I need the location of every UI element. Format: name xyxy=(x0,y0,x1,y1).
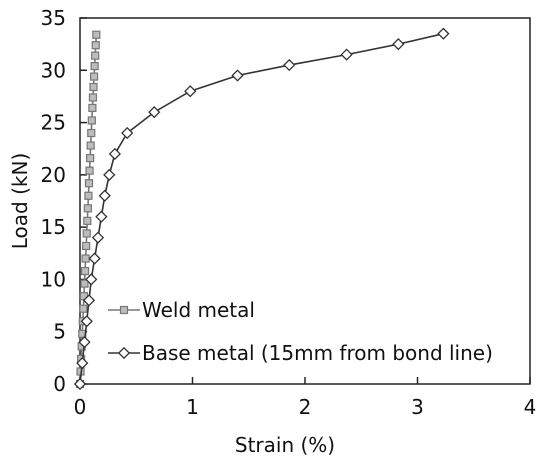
x-tick-label: 1 xyxy=(186,395,199,419)
data-point xyxy=(283,58,296,72)
data-point xyxy=(80,279,89,288)
data-point xyxy=(89,72,99,81)
data-point xyxy=(91,231,105,244)
data-point xyxy=(121,126,134,140)
data-point xyxy=(90,62,99,71)
data-point xyxy=(340,48,353,61)
data-point xyxy=(85,166,94,175)
data-point xyxy=(87,128,96,138)
data-point xyxy=(83,216,92,225)
legend-item: Base metal (15mm from bond line) xyxy=(108,341,493,365)
series-base-metal xyxy=(73,27,450,391)
data-point xyxy=(79,304,88,313)
data-point xyxy=(88,93,98,102)
x-axis-label: Strain (%) xyxy=(235,433,335,457)
data-point xyxy=(82,294,96,307)
data-point xyxy=(84,179,94,188)
data-point xyxy=(231,69,244,82)
legend-item: Weld metal xyxy=(108,298,255,322)
legend: Weld metal Base metal (15mm from bond lin… xyxy=(108,298,493,365)
data-point xyxy=(84,191,93,200)
x-tick-label: 4 xyxy=(524,395,537,419)
y-tick-label: 0 xyxy=(53,372,66,396)
data-point xyxy=(91,51,100,60)
x-tick-label: 3 xyxy=(411,395,424,419)
data-point xyxy=(87,116,96,125)
y-tick-label: 20 xyxy=(41,163,66,187)
data-point xyxy=(437,27,450,40)
data-point xyxy=(73,377,87,391)
data-point xyxy=(85,273,98,286)
data-point xyxy=(89,82,98,92)
data-point xyxy=(88,103,97,113)
data-point xyxy=(103,168,116,181)
data-point xyxy=(92,30,101,39)
data-point xyxy=(184,85,197,98)
data-point xyxy=(86,141,95,150)
data-point xyxy=(86,154,95,163)
data-point xyxy=(392,38,405,51)
data-point xyxy=(82,241,91,251)
y-tick-label: 30 xyxy=(41,58,66,82)
data-point xyxy=(95,210,108,223)
y-tick-label: 5 xyxy=(53,320,66,344)
data-point xyxy=(78,336,91,349)
y-tick-label: 35 xyxy=(41,6,66,30)
plot-frame xyxy=(79,17,531,385)
data-point xyxy=(80,315,93,328)
x-tick-label: 2 xyxy=(299,395,312,419)
data-point xyxy=(98,189,111,202)
legend-label: Weld metal xyxy=(142,298,255,322)
data-point xyxy=(82,229,91,238)
y-tick-label: 25 xyxy=(41,111,66,135)
legend-marker xyxy=(119,305,129,315)
y-tick-label: 15 xyxy=(41,215,66,239)
data-point xyxy=(91,41,100,50)
legend-label: Base metal (15mm from bond line) xyxy=(142,341,493,365)
data-point xyxy=(88,252,101,265)
legend-marker xyxy=(117,346,131,360)
series-line xyxy=(79,32,444,385)
data-point xyxy=(81,254,90,263)
data-point xyxy=(76,356,89,370)
x-tick-label: 0 xyxy=(74,395,87,419)
data-point xyxy=(108,147,121,161)
y-axis-label: Load (kN) xyxy=(8,153,32,249)
data-point xyxy=(148,105,161,119)
y-tick-label: 10 xyxy=(41,267,66,291)
data-point xyxy=(83,204,92,213)
data-point xyxy=(80,266,90,276)
